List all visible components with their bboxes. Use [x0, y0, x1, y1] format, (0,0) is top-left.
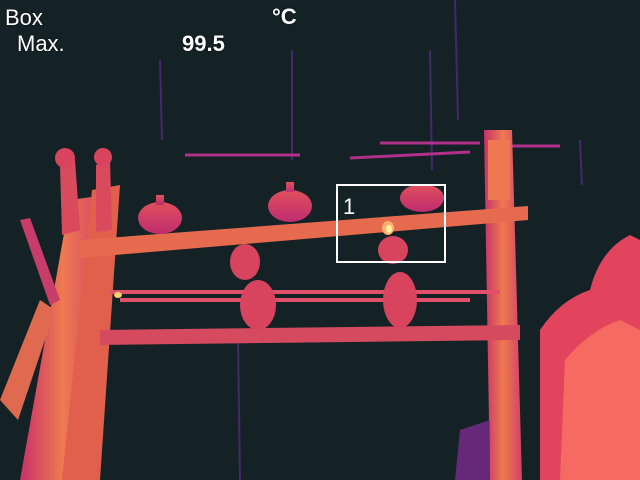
lower-crossarm — [100, 325, 520, 345]
measurement-mode-label: Box — [5, 5, 43, 30]
measurement-box-number: 1 — [343, 194, 356, 219]
max-temperature-label: Max. — [17, 31, 65, 56]
left-hotspot — [114, 292, 122, 298]
tree-foliage — [455, 235, 640, 480]
temperature-unit: °C — [272, 4, 297, 29]
hanging-insulators — [230, 236, 417, 330]
left-poles — [0, 148, 120, 480]
measurement-box[interactable]: 1 — [336, 184, 446, 263]
upper-crossarm — [80, 206, 528, 258]
top-insulators — [138, 182, 444, 234]
hotspot — [382, 221, 394, 235]
middle-wires — [110, 290, 500, 302]
background-wires — [159, 0, 583, 480]
max-temperature-value: 99.5 — [182, 31, 225, 56]
